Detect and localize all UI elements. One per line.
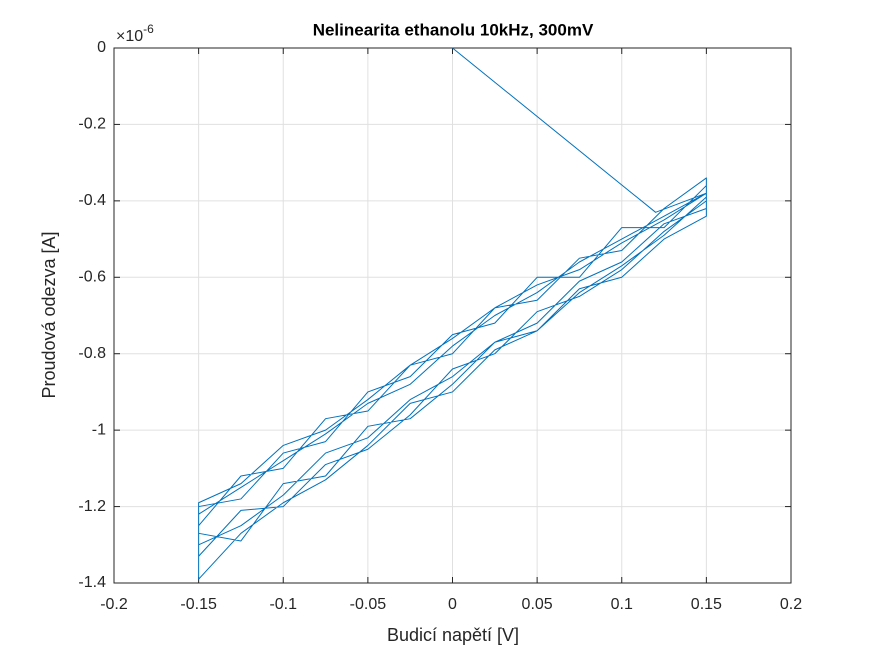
y-multiplier: ×10-6 [116,22,154,45]
y-tick-label: -1.2 [78,498,106,515]
x-tick-label: 0 [448,596,457,613]
chart-title: Nelinearita ethanolu 10kHz, 300mV [313,20,594,39]
x-tick-label: -0.2 [100,596,128,613]
y-multiplier-base: ×10 [116,28,143,45]
x-tick-label: 0.2 [780,596,802,613]
data-line [198,47,707,580]
y-tick-label: -0.8 [78,345,106,362]
y-multiplier-exponent: -6 [143,22,154,36]
y-tick-label: -1.4 [78,574,106,591]
x-tick-label: 0.1 [611,596,633,613]
y-tick-label: -0.2 [78,116,106,133]
x-tick-label: -0.1 [269,596,297,613]
y-tick-label: 0 [97,39,106,56]
x-tick-label: 0.05 [522,596,553,613]
x-tick-label: -0.15 [180,596,217,613]
y-axis-label: Proudová odezva [A] [39,231,59,398]
y-tick-label: -1 [92,421,106,438]
x-axis-label: Budicí napětí [V] [387,625,519,645]
x-tick-label: 0.15 [691,596,722,613]
y-tick-label: -0.6 [78,269,106,286]
y-tick-label: -0.4 [78,192,106,209]
x-tick-label: -0.05 [350,596,387,613]
